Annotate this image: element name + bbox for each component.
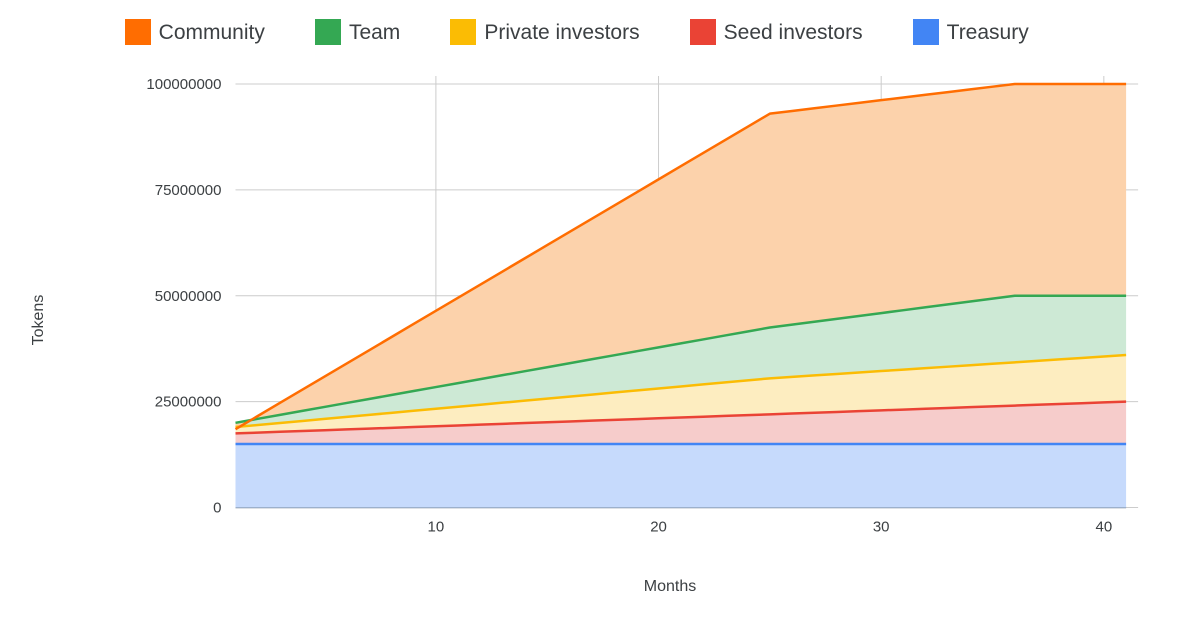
svg-text:0: 0 — [213, 500, 221, 517]
svg-text:75000000: 75000000 — [155, 182, 222, 199]
svg-text:25000000: 25000000 — [155, 394, 222, 411]
svg-text:40: 40 — [1095, 519, 1112, 536]
svg-text:50000000: 50000000 — [155, 288, 222, 305]
svg-text:20: 20 — [650, 519, 667, 536]
svg-text:100000000: 100000000 — [146, 76, 221, 93]
svg-text:10: 10 — [428, 519, 445, 536]
svg-text:30: 30 — [873, 519, 890, 536]
